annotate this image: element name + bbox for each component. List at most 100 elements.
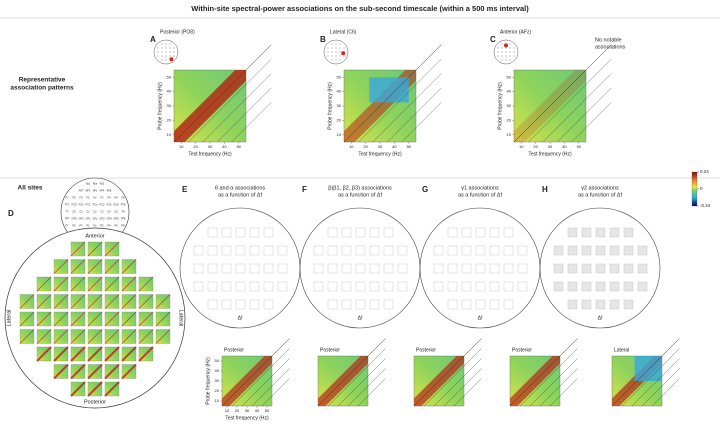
site-tile-diagonal — [87, 329, 103, 344]
x-tick-label: 40 — [222, 144, 227, 149]
electrode — [501, 47, 503, 49]
site-tile-diagonal — [19, 329, 35, 344]
site-glyph — [249, 245, 260, 256]
site-glyph — [447, 263, 458, 274]
electrode — [173, 47, 175, 49]
heatmap: 10 10 20 20 30 30 40 40 50 50 Test frequency (Hz) P… — [497, 44, 612, 157]
site-glyph — [313, 263, 324, 274]
panel-site: Lateral (C6) — [330, 29, 357, 35]
heatmap-region — [634, 356, 662, 381]
electrode — [339, 55, 341, 57]
y-tick-label: 30 — [215, 378, 220, 383]
electrode — [165, 51, 167, 53]
y-tick-label: 30 — [337, 103, 342, 108]
site-glyph — [207, 245, 218, 256]
diagonal-guide — [327, 348, 386, 407]
site-glyph — [581, 245, 592, 256]
site-glyph — [249, 263, 260, 274]
electrode-label: CPz — [93, 217, 99, 221]
diagonal-guide — [443, 368, 482, 407]
electrode-label: FT7 — [65, 203, 70, 207]
panel-letter: H — [542, 185, 548, 194]
site-glyph — [503, 263, 514, 274]
site-glyph — [489, 245, 500, 256]
site-glyph — [277, 281, 288, 292]
site-glyph — [503, 227, 514, 238]
electrode — [331, 43, 333, 45]
site-glyph — [235, 245, 246, 256]
site-glyph — [517, 281, 528, 292]
electrode-label: FC2 — [100, 203, 105, 207]
site-tile-diagonal — [70, 381, 86, 397]
electrode — [339, 59, 341, 61]
electrode — [505, 51, 507, 53]
site-glyph — [383, 263, 394, 274]
diagonal-guide — [413, 338, 482, 407]
site-tile-diagonal — [53, 294, 69, 309]
x-tick-label: 40 — [392, 144, 397, 149]
electrode — [335, 59, 337, 61]
site-glyph — [221, 227, 232, 238]
site-tile-diagonal — [87, 346, 103, 362]
electrode-label: Fpz — [93, 182, 98, 186]
site-tile-diagonal — [87, 259, 103, 274]
band-title: β(β1, β2, β3) associations — [328, 185, 392, 191]
band-title: θ and α associations — [215, 185, 266, 191]
diagonal-guide — [347, 368, 386, 407]
electrode — [339, 51, 341, 53]
site-glyph — [623, 227, 634, 238]
diagonal-guide — [528, 59, 612, 143]
delta-label: Δf — [358, 315, 363, 321]
site-glyph — [637, 281, 648, 292]
diagonal-guide — [433, 358, 482, 407]
electrode — [501, 51, 503, 53]
y-axis-label: Probe frequency (Hz) — [157, 82, 163, 130]
site-glyph — [327, 299, 338, 310]
site-glyph — [447, 281, 458, 292]
site-glyph — [263, 245, 274, 256]
site-glyph — [369, 245, 380, 256]
y-tick-label: 20 — [507, 117, 512, 122]
site-tile-diagonal — [121, 294, 137, 309]
colorbar-tick-label: 0.24 — [700, 169, 709, 174]
site-glyph — [475, 245, 486, 256]
y-tick-label: 20 — [167, 117, 172, 122]
site-glyph — [235, 227, 246, 238]
electrode-label: P1 — [86, 224, 90, 228]
site-tile-diagonal — [104, 276, 120, 292]
y-tick-label: 20 — [337, 117, 342, 122]
heatmap: 10 10 20 20 30 30 40 40 50 50 Test frequency (Hz) P… — [327, 44, 442, 157]
heatmap — [413, 338, 482, 407]
electrode-label: P6 — [114, 224, 118, 228]
diagonal-guide — [549, 378, 578, 407]
site-tile-diagonal — [53, 259, 69, 274]
diagonal-guide — [188, 59, 272, 143]
site-tile-diagonal — [70, 294, 86, 309]
diagonal-guide — [241, 358, 290, 407]
electrode-label: C6 — [114, 210, 118, 214]
site-glyph — [221, 299, 232, 310]
panel-site: Posterior (PO8) — [160, 29, 195, 35]
band-title: as a function of Δf — [218, 192, 263, 198]
site-glyph — [475, 227, 486, 238]
electrode-label: Pz — [93, 224, 97, 228]
heatmap-region — [369, 77, 409, 103]
row-label: All sites — [18, 185, 43, 192]
electrode-label: F1 — [86, 196, 90, 200]
electrode-label: F7 — [65, 196, 69, 200]
electrode-label: Cz — [93, 210, 97, 214]
site-glyph — [313, 245, 324, 256]
band-title: as a function of Δf — [338, 192, 383, 198]
electrode — [335, 43, 337, 45]
colorbar — [691, 171, 698, 207]
site-glyph — [355, 227, 366, 238]
site-tile-diagonal — [53, 346, 69, 362]
electrode-label: P5 — [72, 224, 76, 228]
site-glyph — [207, 263, 218, 274]
site-glyph — [567, 245, 578, 256]
electrode — [331, 51, 333, 53]
electrode — [157, 51, 159, 53]
diagonal-guide — [542, 73, 612, 143]
site-tile-diagonal — [104, 329, 120, 344]
